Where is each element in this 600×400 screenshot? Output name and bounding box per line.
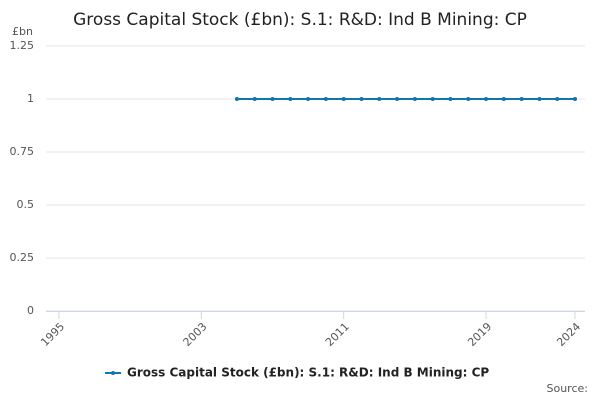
x-tick-label: 1995	[38, 320, 67, 349]
point	[573, 97, 577, 101]
point	[519, 97, 524, 101]
y-tick-label: 0.25	[10, 251, 35, 264]
point	[377, 97, 382, 101]
point	[537, 97, 542, 101]
x-tick-label: 2024	[554, 320, 583, 349]
point	[412, 97, 417, 101]
point	[252, 97, 257, 101]
y-axis-label: £bn	[12, 25, 33, 38]
point	[395, 97, 400, 101]
point	[234, 97, 239, 101]
point	[466, 97, 471, 101]
point	[555, 97, 560, 101]
point	[501, 97, 506, 101]
point	[341, 97, 346, 101]
x-tick-label: 2011	[323, 320, 352, 349]
x-tick-label: 2003	[181, 320, 210, 349]
y-tick-label: 0	[27, 304, 34, 317]
chart-title: Gross Capital Stock (£bn): S.1: R&D: Ind…	[73, 10, 527, 30]
point	[430, 97, 435, 101]
legend-marker	[111, 371, 115, 375]
y-tick-label: 0.75	[10, 145, 35, 158]
y-tick-label: 1	[27, 92, 34, 105]
source: Source:	[547, 382, 589, 395]
point	[359, 97, 364, 101]
x-tick-label: 2019	[465, 320, 494, 349]
y-tick-label: 1.25	[10, 39, 35, 52]
y-tick-label: 0.5	[17, 198, 35, 211]
point	[270, 97, 275, 101]
point	[306, 97, 311, 101]
point	[323, 97, 328, 101]
legend-label: Gross Capital Stock (£bn): S.1: R&D: Ind…	[127, 366, 489, 380]
point	[288, 97, 293, 101]
point	[484, 97, 489, 101]
point	[448, 97, 453, 101]
